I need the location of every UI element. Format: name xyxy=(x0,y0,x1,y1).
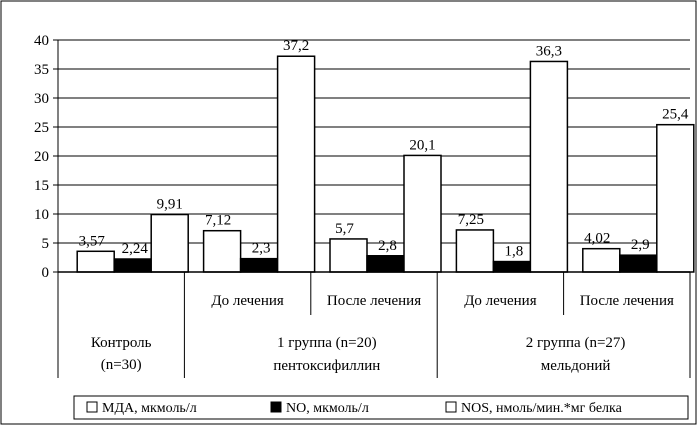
data-label-g2-s1: 2,8 xyxy=(378,238,397,254)
group-label-2-line-1: мельдоний xyxy=(541,358,611,374)
y-tick-label-25: 25 xyxy=(34,120,49,136)
y-tick-label-0: 0 xyxy=(42,265,50,281)
bar-g0-s2 xyxy=(150,213,189,273)
category-label-4: После лечения xyxy=(580,293,674,309)
category-label-3: До лечения xyxy=(464,293,537,309)
data-label-g2-s0: 5,7 xyxy=(335,221,354,237)
data-label-g2-s2: 20,1 xyxy=(409,137,435,153)
data-label-g3-s2: 36,3 xyxy=(536,43,562,59)
legend-label-2: NOS, нмоль/мин.*мг белка xyxy=(461,401,623,416)
bar-g0-s1 xyxy=(113,258,152,273)
group-label-1-line-0: 1 группа (n=20) xyxy=(277,335,377,351)
bar-g2-s0 xyxy=(329,238,368,273)
data-label-g4-s1: 2,9 xyxy=(631,237,650,253)
group-label-1-line-1: пентоксифиллин xyxy=(273,358,380,374)
y-tick-label-20: 20 xyxy=(34,149,49,165)
legend-swatch-1 xyxy=(270,401,282,413)
data-label-g0-s1: 2,24 xyxy=(122,241,149,257)
group-label-0-line-0: Контроль xyxy=(91,335,152,351)
y-tick-label-35: 35 xyxy=(34,62,49,78)
bar-g4-s0 xyxy=(582,247,621,273)
legend-box xyxy=(73,395,689,420)
bar-g4-s2 xyxy=(656,123,695,273)
bar-g0-s0 xyxy=(76,250,115,273)
legend-label-0: МДА, мкмоль/л xyxy=(102,401,197,416)
data-label-g4-s0: 4,02 xyxy=(584,231,610,247)
bar-g3-s2 xyxy=(529,60,569,273)
group-label-2-line-0: 2 группа (n=27) xyxy=(526,335,626,351)
group-label-0-line-1: (n=30) xyxy=(101,357,142,373)
data-label-g4-s2: 25,4 xyxy=(662,107,689,123)
data-label-g1-s1: 2,3 xyxy=(252,241,271,257)
y-tick-label-15: 15 xyxy=(34,178,49,194)
data-label-g1-s0: 7,12 xyxy=(205,213,231,229)
bar-g2-s2 xyxy=(403,154,442,273)
legend-swatch-2 xyxy=(445,401,457,413)
data-label-g3-s1: 1,8 xyxy=(505,244,524,260)
y-tick-label-10: 10 xyxy=(34,207,49,223)
bar-g3-s1 xyxy=(492,260,532,273)
data-label-g1-s2: 37,2 xyxy=(283,38,309,54)
bar-g1-s1 xyxy=(239,257,279,273)
legend-swatch-0 xyxy=(86,401,98,413)
y-tick-label-30: 30 xyxy=(34,91,49,107)
bar-g1-s0 xyxy=(202,229,242,273)
y-tick-label-40: 40 xyxy=(34,33,49,49)
legend-label-1: NO, мкмоль/л xyxy=(286,401,369,416)
category-label-2: После лечения xyxy=(327,293,421,309)
bar-g4-s1 xyxy=(619,254,658,273)
y-tick-label-5: 5 xyxy=(42,236,50,252)
category-label-1: До лечения xyxy=(211,293,284,309)
data-label-g3-s0: 7,25 xyxy=(458,212,484,228)
data-label-g0-s0: 3,57 xyxy=(79,233,106,249)
bar-g3-s0 xyxy=(455,229,495,273)
bar-g1-s2 xyxy=(276,55,316,273)
data-label-g0-s2: 9,91 xyxy=(157,197,183,213)
bar-g2-s1 xyxy=(366,255,405,273)
